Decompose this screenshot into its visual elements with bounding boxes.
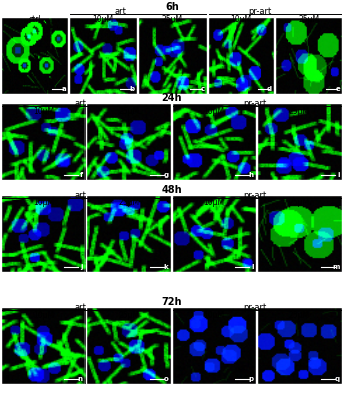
Text: pr-art: pr-art [243,302,267,312]
Text: a: a [61,86,66,92]
Text: 25μM: 25μM [161,14,183,24]
Text: d: d [267,86,272,92]
Text: h: h [248,172,254,178]
Text: pr-art: pr-art [248,6,272,16]
Text: pr-art: pr-art [243,190,267,200]
Text: art: art [74,302,86,312]
Text: 10μM: 10μM [230,14,251,24]
Text: m: m [332,264,340,270]
Text: i: i [337,172,340,178]
Text: g: g [163,172,169,178]
Text: o: o [164,376,169,382]
Text: e: e [335,86,340,92]
Text: 25μM: 25μM [288,198,310,208]
Text: 24h: 24h [162,93,182,103]
Text: 10μM: 10μM [203,310,225,320]
Text: k: k [164,264,169,270]
Text: art: art [74,190,86,200]
Text: c: c [201,86,205,92]
Text: j: j [80,264,83,270]
Text: pr-art: pr-art [243,98,267,108]
Text: 10μM: 10μM [203,198,225,208]
Text: ctrl: ctrl [29,14,41,24]
Text: 72h: 72h [162,297,182,307]
Text: 10μM: 10μM [203,106,225,116]
Text: 25μM: 25μM [118,106,140,116]
Text: 25μM: 25μM [288,106,310,116]
Text: 10μM: 10μM [33,198,55,208]
Text: 48h: 48h [162,185,182,195]
Text: 10μM: 10μM [33,310,55,320]
Text: p: p [248,376,254,382]
Text: f: f [79,172,83,178]
Text: art: art [74,98,86,108]
Text: l: l [251,264,254,270]
Text: n: n [77,376,83,382]
Text: 25μM: 25μM [288,310,310,320]
Text: art: art [114,6,126,16]
Text: 25μM: 25μM [299,14,320,24]
Text: 25μM: 25μM [118,310,140,320]
Text: 25μM: 25μM [118,198,140,208]
Text: b: b [130,86,135,92]
Text: 6h: 6h [165,2,179,12]
Text: 10μM: 10μM [93,14,114,24]
Text: q: q [334,376,340,382]
Text: 10μM: 10μM [33,106,55,116]
